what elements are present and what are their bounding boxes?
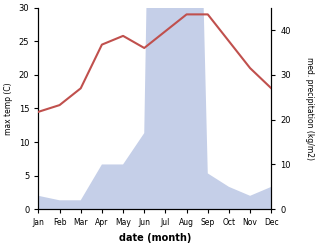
X-axis label: date (month): date (month) xyxy=(119,233,191,243)
Y-axis label: med. precipitation (kg/m2): med. precipitation (kg/m2) xyxy=(305,57,314,160)
Y-axis label: max temp (C): max temp (C) xyxy=(4,82,13,135)
